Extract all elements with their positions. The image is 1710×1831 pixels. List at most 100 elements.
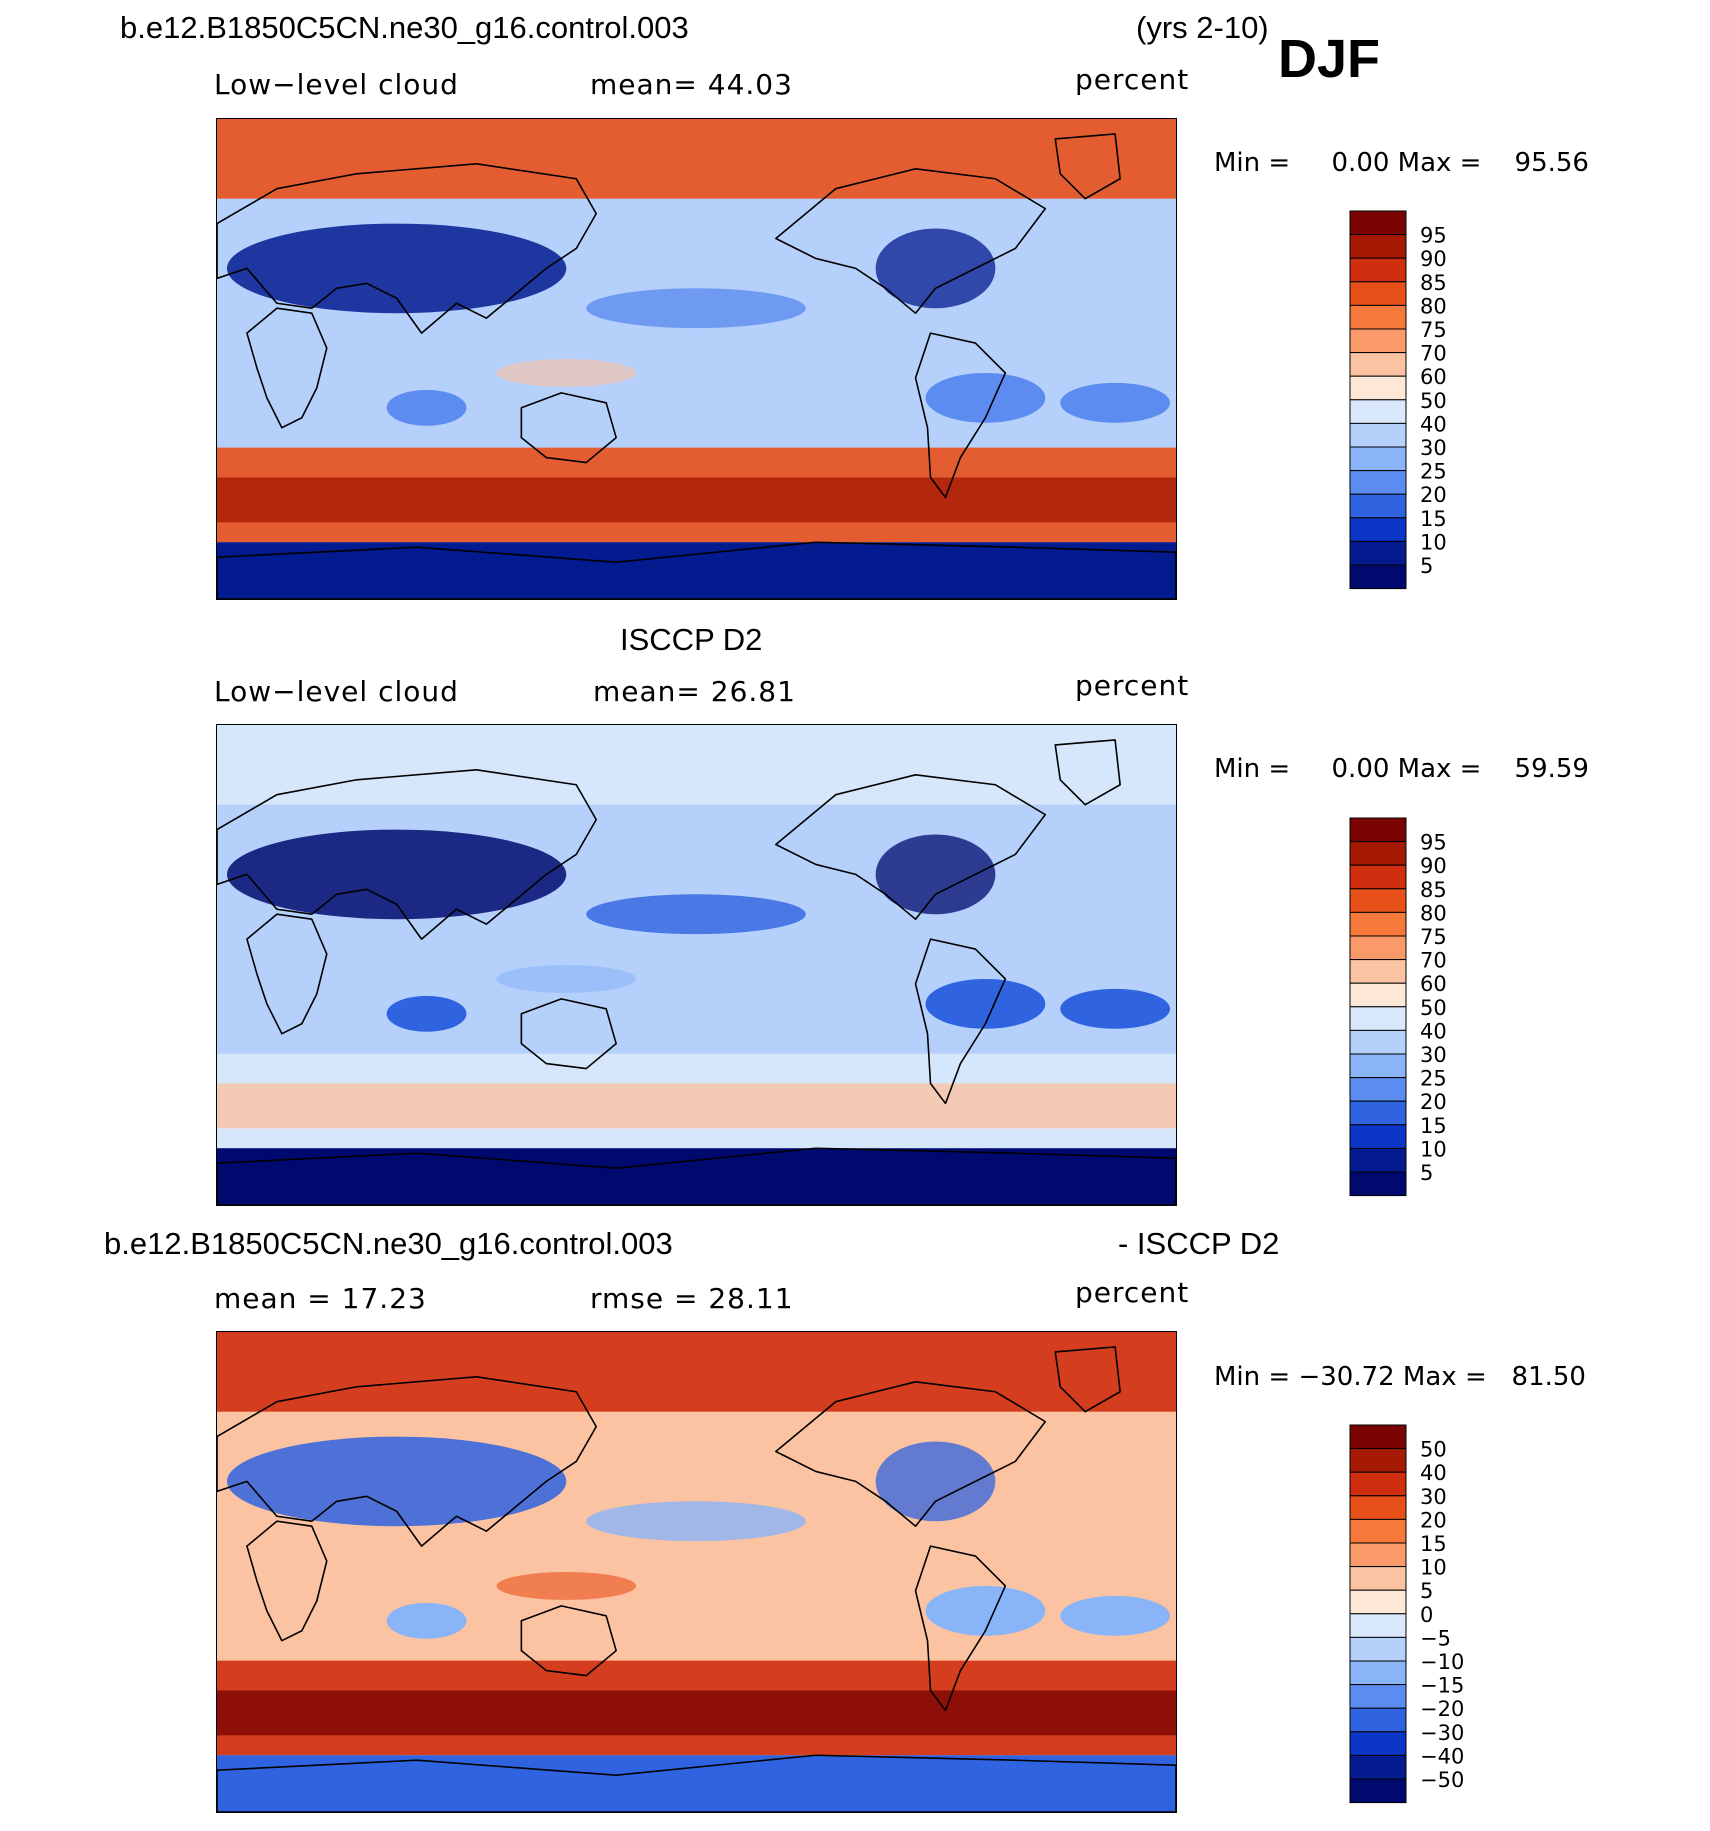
- panel1-units-label: percent: [1075, 63, 1190, 96]
- panel2-variable-label: Low−level cloud: [214, 675, 459, 708]
- colorbar-level-label: −40: [1420, 1744, 1464, 1768]
- colorbar-level-label: 50: [1420, 1438, 1447, 1462]
- years-label: (yrs 2-10): [1136, 10, 1269, 45]
- colorbar-box: [1349, 1448, 1407, 1473]
- colorbar-box: [1349, 1707, 1407, 1733]
- colorbar-level-label: 80: [1420, 294, 1447, 318]
- panel3-map: [216, 1331, 1177, 1813]
- colorbar-level-label: 75: [1420, 318, 1447, 342]
- colorbar-level-label: 95: [1420, 224, 1447, 248]
- colorbar-box: [1349, 375, 1407, 401]
- colorbar-box: [1349, 540, 1407, 566]
- colorbar-box: [1349, 493, 1407, 519]
- colorbar-box: [1349, 1518, 1407, 1544]
- colorbar-level-label: −30: [1420, 1721, 1464, 1745]
- colorbar-level-label: −5: [1420, 1626, 1451, 1650]
- colorbar-box: [1349, 1053, 1407, 1079]
- colorbar-box: [1349, 564, 1407, 590]
- map-field: [217, 119, 1176, 599]
- colorbar-level-label: 30: [1420, 436, 1447, 460]
- colorbar-box: [1349, 1542, 1407, 1568]
- colorbar-box: [1349, 1566, 1407, 1591]
- colorbar-level-label: 10: [1420, 530, 1447, 554]
- coastlines: [217, 1346, 1176, 1812]
- colorbar-box: [1349, 1471, 1407, 1497]
- colorbar-level-label: 20: [1420, 1090, 1447, 1114]
- colorbar-box: [1349, 888, 1407, 913]
- colorbar-box: [1349, 1754, 1407, 1780]
- panel1-minmax: Min = 0.00 Max = 95.56: [1214, 148, 1589, 178]
- colorbar-level-label: 15: [1420, 507, 1447, 531]
- colorbar-box: [1349, 1589, 1407, 1615]
- colorbar-level-label: 90: [1420, 854, 1447, 878]
- colorbar-level-label: 70: [1420, 342, 1447, 366]
- colorbar-box: [1349, 1660, 1407, 1686]
- colorbar-box: [1349, 1495, 1407, 1520]
- colorbar-box: [1349, 935, 1407, 961]
- colorbar-level-label: 40: [1420, 1461, 1447, 1485]
- colorbar-level-label: 20: [1420, 1508, 1447, 1532]
- colorbar-level-label: 75: [1420, 925, 1447, 949]
- colorbar-box: [1349, 257, 1407, 283]
- colorbar-box: [1349, 470, 1407, 495]
- panel2-minmax: Min = 0.00 Max = 59.59: [1214, 754, 1589, 784]
- map-field: [217, 725, 1176, 1205]
- panel2-map: [216, 724, 1177, 1206]
- panel3-units-label: percent: [1075, 1276, 1190, 1309]
- panel2-title: ISCCP D2: [620, 622, 763, 657]
- colorbar-box: [1349, 982, 1407, 1008]
- panel3-mean-label: mean = 17.23: [214, 1282, 427, 1315]
- colorbar-level-label: 60: [1420, 365, 1447, 389]
- colorbar-level-label: 5: [1420, 1579, 1433, 1603]
- colorbar-box: [1349, 1636, 1407, 1662]
- coastlines: [217, 133, 1176, 599]
- colorbar-box: [1349, 1077, 1407, 1102]
- colorbar-box: [1349, 281, 1407, 306]
- colorbar-boxes: [1349, 1424, 1407, 1804]
- colorbar-box: [1349, 817, 1407, 843]
- colorbar-box: [1349, 959, 1407, 984]
- colorbar-level-label: −20: [1420, 1697, 1464, 1721]
- colorbar-box: [1349, 841, 1407, 866]
- colorbar-level-label: 10: [1420, 1137, 1447, 1161]
- colorbar-box: [1349, 1100, 1407, 1126]
- colorbar-level-label: 60: [1420, 972, 1447, 996]
- panel1-colorbar: 95 90 85 80 75 70 60 50 40 30 25 20 15 10 5: [1349, 210, 1460, 591]
- colorbar-level-label: −50: [1420, 1768, 1464, 1792]
- colorbar-level-label: −10: [1420, 1650, 1464, 1674]
- colorbar-box: [1349, 1029, 1407, 1055]
- panel1-variable-label: Low−level cloud: [214, 68, 459, 101]
- panel3-title-right: - ISCCP D2: [1118, 1226, 1280, 1261]
- colorbar-level-label: 95: [1420, 831, 1447, 855]
- colorbar-box: [1349, 1778, 1407, 1804]
- colorbar-level-label: 5: [1420, 554, 1433, 578]
- colorbar-level-label: 25: [1420, 1067, 1447, 1091]
- colorbar-box: [1349, 352, 1407, 377]
- colorbar-level-label: 40: [1420, 1019, 1447, 1043]
- colorbar-level-label: 25: [1420, 460, 1447, 484]
- colorbar-box: [1349, 1424, 1407, 1450]
- colorbar-level-label: 10: [1420, 1556, 1447, 1580]
- season-label: DJF: [1278, 29, 1381, 89]
- map-field: [217, 1332, 1176, 1812]
- colorbar-box: [1349, 1124, 1407, 1149]
- panel1-map: [216, 118, 1177, 600]
- case-title: b.e12.B1850C5CN.ne30_g16.control.003: [120, 10, 689, 45]
- coastlines: [217, 739, 1176, 1205]
- colorbar-level-label: 5: [1420, 1161, 1433, 1185]
- colorbar-level-label: 80: [1420, 901, 1447, 925]
- panel2-units-label: percent: [1075, 669, 1190, 702]
- colorbar-level-label: 15: [1420, 1532, 1447, 1556]
- colorbar-level-label: 85: [1420, 271, 1447, 295]
- colorbar-box: [1349, 864, 1407, 890]
- colorbar-boxes: [1349, 817, 1407, 1197]
- colorbar-box: [1349, 304, 1407, 330]
- colorbar-level-label: 70: [1420, 949, 1447, 973]
- colorbar-box: [1349, 234, 1407, 259]
- colorbar-level-label: 30: [1420, 1485, 1447, 1509]
- panel2-colorbar: 95 90 85 80 75 70 60 50 40 30 25 20 15 10 5: [1349, 817, 1460, 1198]
- colorbar-box: [1349, 1147, 1407, 1173]
- panel2-mean-label: mean= 26.81: [593, 675, 796, 708]
- colorbar-box: [1349, 1171, 1407, 1197]
- panel3-title-left: b.e12.B1850C5CN.ne30_g16.control.003: [104, 1226, 673, 1261]
